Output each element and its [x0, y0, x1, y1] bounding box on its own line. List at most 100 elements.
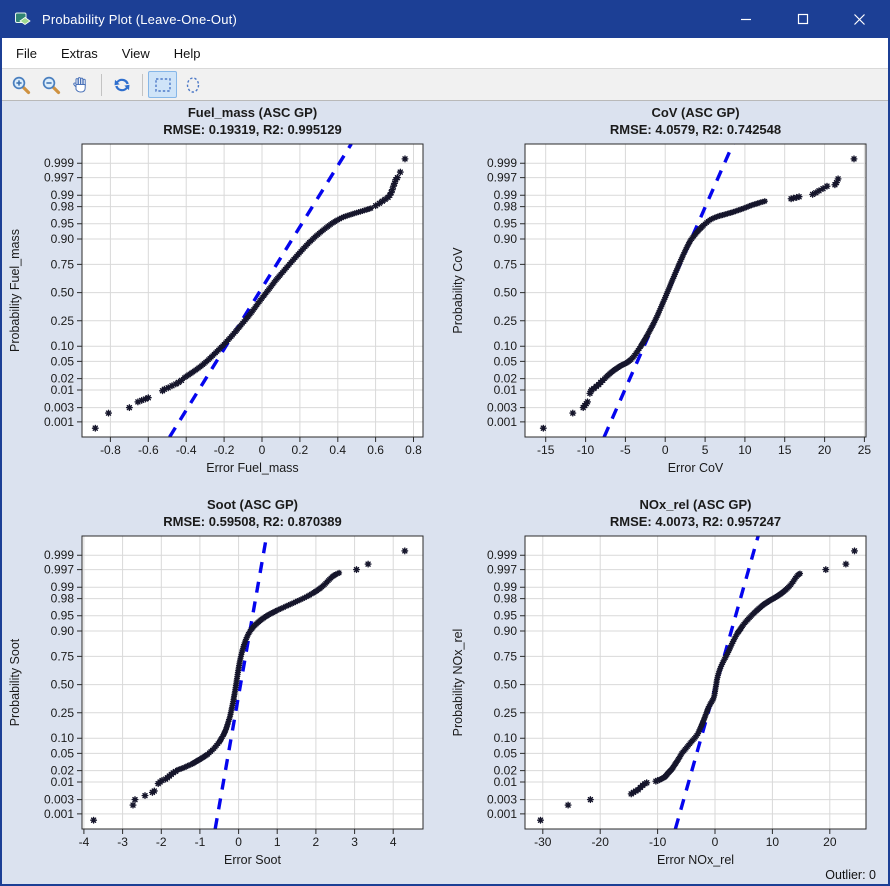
x-tick-label: 0 — [235, 835, 242, 849]
minimize-button[interactable] — [717, 0, 774, 38]
y-tick-label: 0.001 — [487, 807, 517, 821]
y-tick-label: 0.003 — [487, 401, 517, 415]
x-tick-label: 20 — [823, 835, 837, 849]
x-tick-label: -0.8 — [100, 443, 121, 457]
menu-bar: File Extras View Help — [2, 38, 888, 69]
toolbar-refresh-button[interactable] — [107, 71, 136, 98]
toolbar-pan-button[interactable] — [66, 71, 95, 98]
x-tick-label: -10 — [577, 443, 595, 457]
zoom-out-icon — [42, 76, 60, 94]
x-tick-label: 0.6 — [367, 443, 384, 457]
toolbar-ellipse-select-button[interactable] — [178, 71, 207, 98]
minimize-icon — [740, 18, 751, 21]
probability-plot-cov[interactable]: CoV (ASC GP) RMSE: 4.0579, R2: 0.742548 -1… — [445, 101, 888, 493]
window-title: Probability Plot (Leave-One-Out) — [42, 11, 237, 27]
y-tick-label: 0.99 — [51, 580, 75, 594]
plot-area: Fuel_mass (ASC GP) RMSE: 0.19319, R2: 0.9… — [2, 101, 888, 885]
grid-lines — [82, 536, 423, 829]
x-tick-label: 0 — [662, 443, 669, 457]
axis-box — [81, 143, 424, 438]
y-tick-label: 0.50 — [51, 678, 75, 692]
y-tick-label: 0.95 — [494, 217, 518, 231]
menu-item-extras[interactable]: Extras — [60, 45, 98, 61]
toolbar — [2, 69, 888, 101]
y-tick-label: 0.50 — [494, 286, 518, 300]
y-tick-label: 0.001 — [44, 415, 74, 429]
y-tick-label: 0.001 — [487, 415, 517, 429]
y-tick-label: 0.25 — [494, 706, 518, 720]
close-button[interactable] — [831, 0, 888, 38]
plot-canvas[interactable] — [82, 144, 423, 437]
y-tick-label: 0.02 — [494, 372, 518, 386]
plot-canvas[interactable] — [82, 536, 423, 829]
x-tick-label: -1 — [195, 835, 206, 849]
y-tick-label: 0.98 — [51, 592, 75, 606]
plot-grid: Fuel_mass (ASC GP) RMSE: 0.19319, R2: 0.9… — [2, 101, 888, 885]
grid-lines — [525, 536, 866, 829]
x-tick-label: -0.4 — [176, 443, 197, 457]
probability-plot-fuel-mass[interactable]: Fuel_mass (ASC GP) RMSE: 0.19319, R2: 0.9… — [2, 101, 445, 493]
x-tick-label: 0.8 — [405, 443, 422, 457]
x-tick-label: 4 — [390, 835, 397, 849]
y-tick-label: 0.999 — [487, 156, 517, 170]
menu-item-file[interactable]: File — [16, 45, 37, 61]
y-tick-label: 0.10 — [494, 339, 518, 353]
y-tick-label: 0.75 — [51, 257, 75, 271]
toolbar-rectangle-select-button[interactable] — [148, 71, 177, 98]
plot-canvas[interactable] — [525, 536, 866, 829]
maximize-icon — [797, 13, 808, 25]
y-tick-label: 0.98 — [51, 200, 75, 214]
y-tick-label: 0.003 — [44, 793, 74, 807]
probability-plot-nox-rel[interactable]: NOx_rel (ASC GP) RMSE: 4.0073, R2: 0.9572… — [445, 493, 888, 885]
y-tick-label: 0.01 — [494, 775, 518, 789]
x-tick-label: 20 — [818, 443, 832, 457]
ellipse-select-icon — [186, 76, 199, 93]
plot-stats: RMSE: 0.59508, R2: 0.870389 — [163, 514, 342, 529]
y-tick-label: 0.02 — [51, 372, 75, 386]
y-axis-label: Probability CoV — [451, 247, 465, 334]
toolbar-zoom-out-button[interactable] — [36, 71, 65, 98]
y-tick-label: 0.50 — [494, 678, 518, 692]
x-tick-label: 0.4 — [329, 443, 346, 457]
pan-icon — [72, 76, 86, 93]
y-tick-label: 0.75 — [494, 257, 518, 271]
y-tick-label: 0.01 — [51, 775, 75, 789]
plot-canvas[interactable] — [525, 144, 866, 437]
tick-marks — [77, 162, 414, 442]
data-markers — [91, 155, 409, 432]
plot-cell-fuel-mass: Fuel_mass (ASC GP) RMSE: 0.19319, R2: 0.9… — [2, 101, 445, 493]
y-tick-label: 0.05 — [51, 354, 75, 368]
data-markers — [90, 547, 409, 824]
x-tick-label: 25 — [858, 443, 872, 457]
x-tick-label: 0.2 — [292, 443, 309, 457]
toolbar-zoom-in-button[interactable] — [6, 71, 35, 98]
y-tick-label: 0.90 — [494, 232, 518, 246]
refresh-icon — [114, 78, 129, 91]
x-tick-label: -2 — [156, 835, 167, 849]
x-tick-label: -0.2 — [214, 443, 235, 457]
zoom-in-icon — [12, 76, 30, 94]
menu-item-help[interactable]: Help — [173, 45, 201, 61]
x-axis-label: Error Soot — [224, 853, 281, 867]
y-tick-label: 0.90 — [494, 624, 518, 638]
menu-item-view[interactable]: View — [121, 45, 150, 61]
x-tick-label: -10 — [649, 835, 667, 849]
y-tick-label: 0.90 — [51, 232, 75, 246]
plot-stats: RMSE: 4.0073, R2: 0.957247 — [610, 514, 781, 529]
y-tick-label: 0.02 — [51, 764, 75, 778]
outlier-status-label: Outlier: 0 — [825, 868, 876, 882]
maximize-button[interactable] — [774, 0, 831, 38]
plot-cell-soot: Soot (ASC GP) RMSE: 0.59508, R2: 0.870389… — [2, 493, 445, 885]
y-tick-label: 0.997 — [487, 171, 517, 185]
axis-box — [524, 535, 867, 830]
toolbar-separator — [142, 73, 143, 96]
x-tick-label: -5 — [620, 443, 631, 457]
y-tick-label: 0.25 — [51, 706, 75, 720]
normal-fit-line — [213, 536, 269, 829]
y-tick-label: 0.99 — [494, 580, 518, 594]
x-axis-label: Error NOx_rel — [657, 853, 734, 867]
data-markers — [537, 547, 858, 824]
y-tick-label: 0.99 — [51, 188, 75, 202]
probability-plot-soot[interactable]: Soot (ASC GP) RMSE: 0.59508, R2: 0.870389… — [2, 493, 445, 885]
x-tick-label: -15 — [537, 443, 555, 457]
